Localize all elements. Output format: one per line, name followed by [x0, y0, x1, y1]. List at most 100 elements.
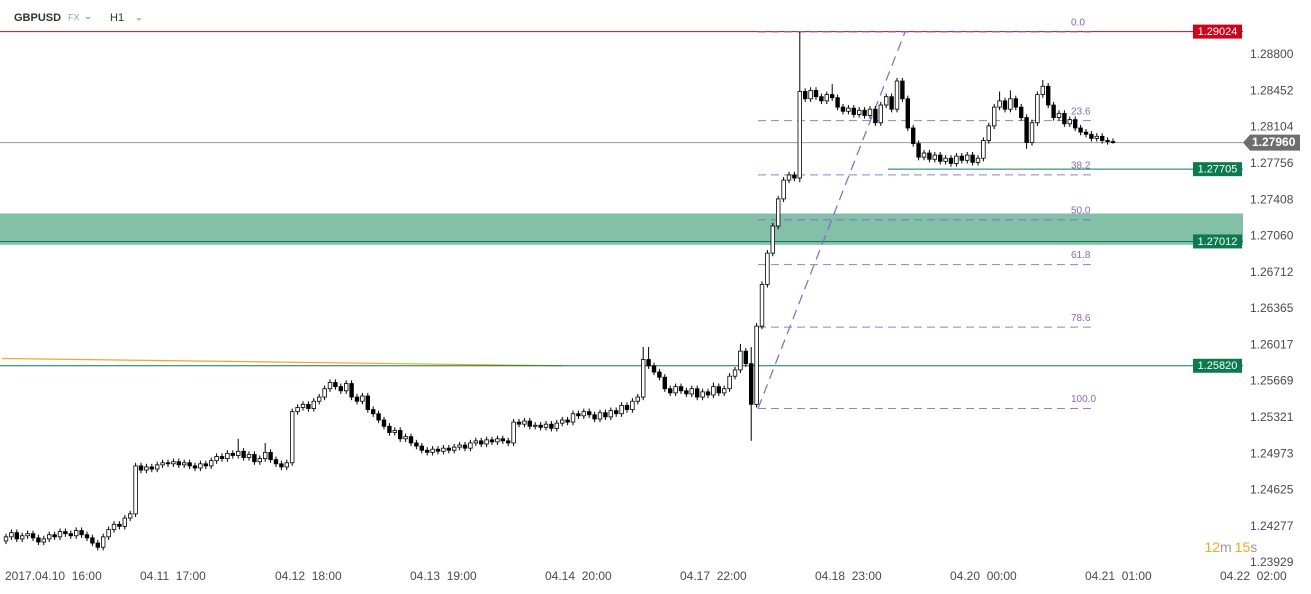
level-label: 1.25820 [1198, 360, 1238, 372]
candle-body [997, 100, 1002, 108]
candle-body [700, 391, 705, 398]
candle-body [840, 106, 846, 112]
candle-body [538, 424, 543, 428]
candle-body [803, 91, 808, 100]
candle-body [743, 350, 748, 365]
candle-body [117, 523, 122, 527]
candle-body [851, 107, 856, 115]
y-tick-label: 1.28800 [1250, 47, 1294, 61]
candle-body [257, 458, 262, 463]
candle-body [1019, 106, 1024, 118]
dropdown-arrow[interactable] [136, 18, 142, 21]
candle-body [219, 456, 225, 459]
fib-label: 61.8 [1071, 250, 1091, 261]
last-price-tag [1243, 134, 1300, 151]
candle-body [1040, 85, 1045, 95]
candle-body [916, 143, 921, 158]
overlay: 1.28800 1.28452 1.28104 1.27756 1.27408 1.270… [5, 18, 1300, 583]
candle-body [1100, 135, 1105, 141]
candle-body [192, 465, 198, 469]
candle-body [749, 363, 754, 405]
candle-body [3, 536, 9, 542]
candle-body [9, 532, 14, 538]
candle-body [878, 104, 883, 124]
candle-body [424, 449, 430, 453]
candle-body [176, 461, 181, 466]
fib-label: 50.0 [1071, 205, 1091, 216]
candle-body [419, 445, 424, 451]
candle-body [857, 109, 862, 115]
candle-body [624, 405, 630, 410]
dropdown-arrow[interactable] [85, 17, 91, 20]
candle-body [149, 466, 154, 470]
level-label: 1.29024 [1198, 26, 1238, 38]
candle-body [981, 140, 986, 159]
y-tick-label: 1.27408 [1250, 192, 1294, 206]
countdown: 12m 15s [1185, 539, 1269, 555]
candle-body [770, 225, 775, 254]
candle-body [349, 383, 354, 398]
candle-body [554, 422, 559, 429]
candle-body [289, 411, 295, 464]
symbol[interactable]: GBPUSD [14, 12, 61, 24]
candle-body [138, 465, 144, 471]
candle-body [819, 96, 824, 102]
candle-body [484, 439, 489, 445]
candle-body [970, 154, 975, 163]
level-tag [1193, 234, 1242, 249]
y-tick-label: 1.25321 [1250, 410, 1294, 424]
candle-body [122, 517, 127, 527]
candle-body [47, 534, 52, 540]
candle-body [127, 513, 133, 519]
plot [0, 31, 1243, 551]
candle-body [57, 531, 63, 538]
candle-body [387, 425, 392, 433]
candle-body [1008, 98, 1013, 110]
candle-body [154, 464, 160, 470]
candle-body [835, 97, 840, 108]
y-tick-label: 1.27060 [1250, 229, 1294, 243]
candle-body [786, 174, 792, 181]
timeframe[interactable]: H1 [110, 12, 124, 24]
countdown-unit: s [1250, 539, 1257, 555]
candle-body [776, 198, 781, 227]
candle-body [765, 252, 770, 285]
candle-body [306, 403, 311, 409]
candle-body [495, 438, 500, 443]
candle-body [965, 154, 970, 161]
fib-label: 38.2 [1071, 161, 1091, 172]
candle-body [570, 413, 576, 423]
candle-body [824, 94, 829, 102]
countdown-minutes: 12 [1204, 539, 1220, 555]
candle-body [457, 444, 462, 448]
candle-body [873, 108, 878, 124]
candle-body [1083, 131, 1089, 135]
candle-body [84, 534, 90, 539]
candle-body [1089, 133, 1094, 139]
candle-body [198, 463, 203, 469]
candle-body [505, 440, 511, 444]
candle-body [381, 419, 387, 427]
candle-body [1029, 122, 1035, 143]
candle-body [754, 325, 759, 405]
candle-body [614, 410, 619, 415]
candle-body [300, 403, 306, 408]
level-label: 1.27705 [1198, 164, 1238, 176]
x-tick-label: 04.11 17:00 [140, 569, 206, 583]
candle-body [468, 442, 473, 449]
candle-body [651, 365, 657, 373]
candle-body [630, 400, 635, 410]
candle-body [1056, 112, 1062, 118]
candle-body [478, 440, 484, 445]
candle-body [1046, 85, 1051, 106]
candle-body [343, 383, 349, 392]
candle-body [641, 359, 646, 398]
candle-body [516, 421, 522, 425]
candle-body [722, 388, 727, 394]
candle-body [354, 396, 360, 402]
fib-label: 23.6 [1071, 106, 1091, 117]
candle-body [25, 533, 30, 537]
y-tick-label: 1.25669 [1250, 374, 1294, 388]
candle-body [608, 410, 613, 418]
